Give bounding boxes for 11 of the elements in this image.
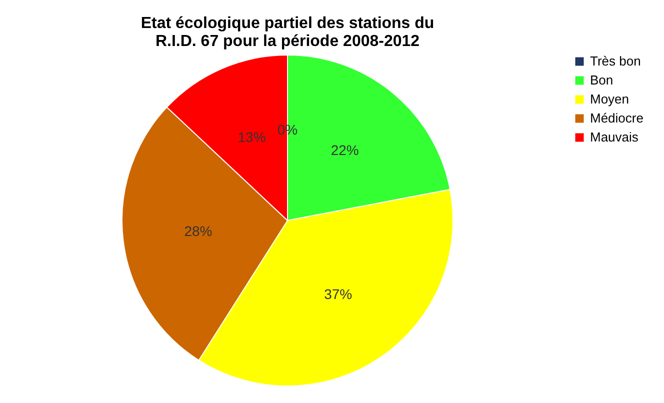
legend-label: Moyen (590, 92, 630, 106)
chart-title: Etat écologique partiel des stations du R.I.D. 67 pour la période 2008-2012 (140, 15, 434, 50)
data-label: 22% (330, 142, 359, 158)
data-label: 37% (324, 286, 352, 302)
data-label: 13% (238, 128, 266, 145)
legend-label: Mauvais (590, 130, 639, 144)
data-label: 28% (184, 222, 212, 239)
text: 0% (277, 122, 298, 138)
legend-label: Bon (590, 72, 614, 88)
legend-label: Très bon (590, 54, 641, 68)
legend-label: Médiocre (590, 110, 644, 126)
